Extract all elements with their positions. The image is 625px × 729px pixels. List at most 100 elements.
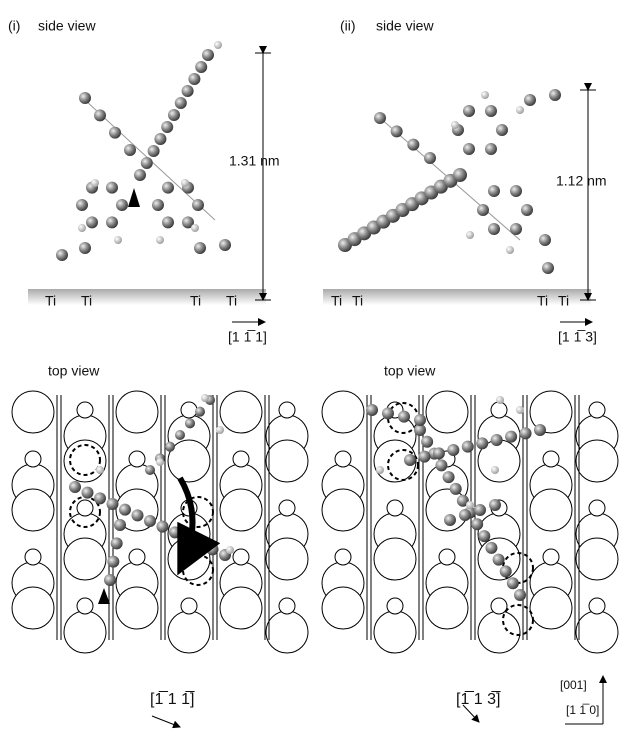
atom — [474, 504, 486, 516]
atom — [366, 404, 378, 416]
surface-atom — [530, 587, 572, 629]
atom — [500, 565, 512, 577]
ti-atom — [77, 598, 93, 614]
ti-atom — [77, 402, 93, 418]
surface-atom — [266, 611, 308, 653]
ti-atom — [491, 598, 507, 614]
h-atom — [181, 179, 189, 187]
molecules — [56, 41, 561, 601]
ti-label: Ti — [45, 293, 56, 309]
ti-atom — [181, 598, 197, 614]
atom — [124, 144, 136, 156]
ti-atom — [335, 549, 351, 565]
atom — [476, 437, 488, 449]
atom — [69, 481, 81, 493]
h-atom — [491, 466, 499, 474]
ti-atom — [279, 500, 295, 516]
atom — [407, 139, 419, 151]
atom — [106, 182, 118, 194]
ti-atom — [233, 451, 249, 467]
atom — [194, 538, 206, 550]
atom — [141, 157, 153, 169]
ti-atom — [543, 549, 559, 565]
atom — [493, 554, 505, 566]
surface-atom — [266, 538, 308, 580]
surface-atom — [12, 489, 54, 531]
ti-atom — [77, 500, 93, 516]
atom — [162, 182, 174, 194]
direction-label: [1̅ 1 1̅] — [150, 690, 195, 708]
atom — [195, 61, 207, 73]
surface — [323, 289, 591, 305]
ti-atom — [589, 500, 605, 516]
atom — [185, 418, 195, 428]
atom — [404, 454, 416, 466]
h-atom — [496, 396, 504, 404]
atom — [491, 434, 503, 446]
atom — [134, 169, 146, 181]
axis-label: [001] — [560, 678, 587, 692]
h-atom — [156, 236, 164, 244]
atom — [56, 249, 68, 261]
atom — [107, 556, 119, 568]
atom — [534, 424, 546, 436]
ti-atom — [279, 402, 295, 418]
ti-label: Ti — [331, 293, 342, 309]
atom — [165, 442, 175, 452]
surface-atom — [12, 587, 54, 629]
surface-atom — [266, 440, 308, 482]
ti-label: Ti — [226, 293, 237, 309]
surface-atom — [64, 611, 106, 653]
atom — [169, 526, 181, 538]
height-label: 1.31 nm — [229, 153, 280, 169]
atom — [86, 216, 98, 228]
atom — [520, 427, 532, 439]
figure: (i) side view (ii) side view Ti Ti Ti Ti… — [0, 0, 625, 729]
atom — [462, 441, 474, 453]
atom — [79, 242, 91, 254]
atom — [488, 223, 500, 235]
atom — [219, 239, 231, 251]
h-atom — [516, 106, 524, 114]
direction-label: [1̅ 1 3̅] — [456, 690, 501, 708]
h-atom — [226, 546, 234, 554]
atom — [424, 152, 436, 164]
atom — [459, 509, 471, 521]
atom — [450, 483, 462, 495]
ti-atom — [25, 549, 41, 565]
atom — [453, 168, 467, 182]
h-atom — [214, 41, 222, 49]
atom — [443, 471, 455, 483]
atom — [207, 543, 219, 555]
atom — [505, 431, 517, 443]
atom — [145, 465, 155, 475]
atom — [116, 199, 128, 211]
atom — [447, 444, 459, 456]
ti-label: Ti — [352, 293, 363, 309]
atom — [382, 407, 394, 419]
direction-label: [1 1̅ 1] — [228, 329, 267, 345]
view-title: side view — [376, 18, 434, 34]
surface-atom — [116, 391, 158, 433]
surface-atom — [426, 587, 468, 629]
atom — [398, 411, 410, 423]
atom — [106, 216, 118, 228]
atom — [485, 542, 497, 554]
ti-atom — [439, 549, 455, 565]
atom — [192, 199, 204, 211]
atom — [109, 127, 121, 139]
atom — [79, 92, 91, 104]
direction-label: [1 1̅ 3] — [558, 329, 597, 345]
atom — [471, 518, 483, 530]
surface-atom — [220, 391, 262, 433]
ti-atom — [233, 549, 249, 565]
ti-atom — [387, 598, 403, 614]
surface-atom — [426, 391, 468, 433]
atom — [539, 234, 551, 246]
atom — [433, 447, 445, 459]
panel-label: (i) — [8, 18, 20, 34]
atom — [435, 459, 447, 471]
atom — [107, 498, 119, 510]
marker — [128, 188, 140, 207]
atom — [524, 94, 536, 106]
